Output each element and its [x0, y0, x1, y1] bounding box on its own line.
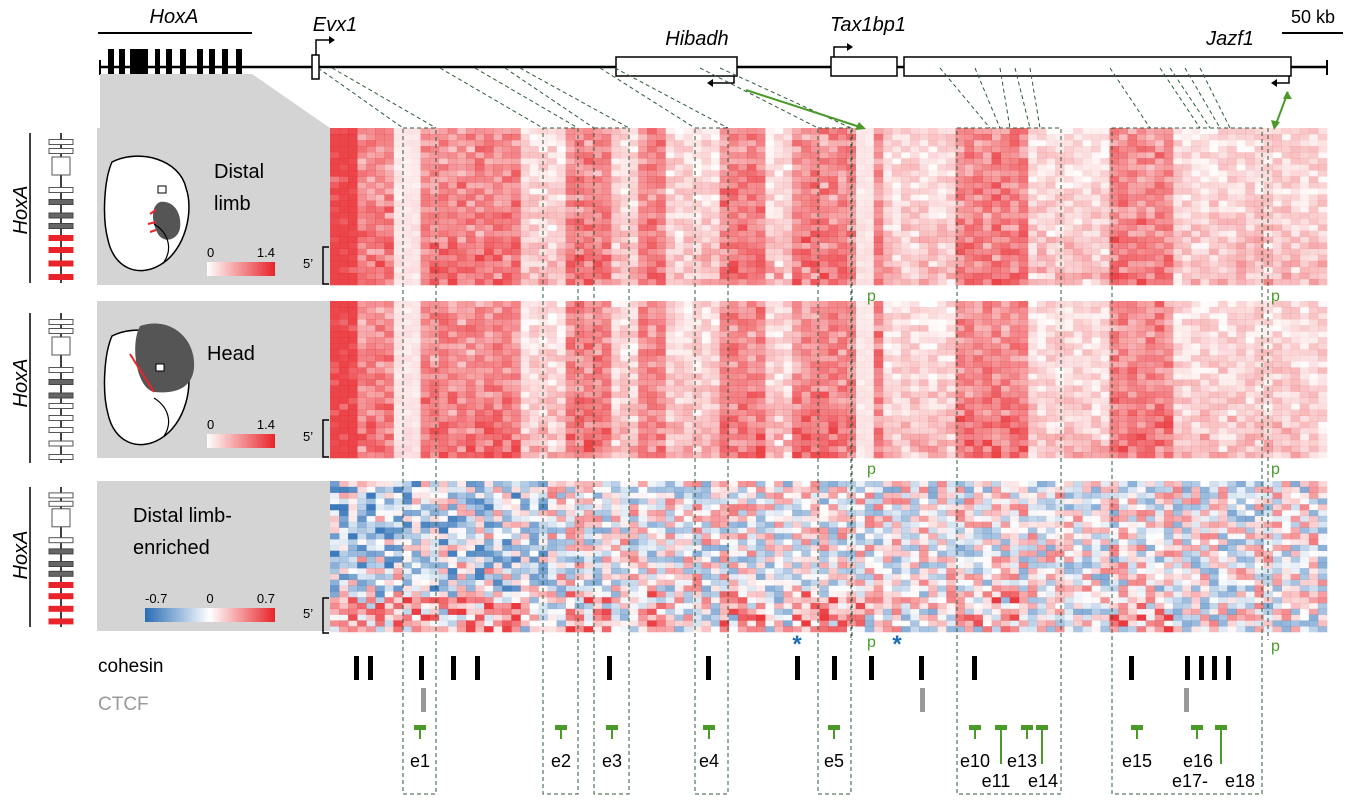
side-label-hoxa: HoxA: [10, 531, 32, 580]
heatmap-distal-limb: [330, 128, 1328, 286]
colorbar-min: 0: [207, 245, 214, 260]
panel-title-line2: enriched: [133, 537, 210, 559]
gene-evx1: [311, 54, 320, 80]
side-label-hoxa: HoxA: [10, 186, 32, 235]
p-label: p: [867, 634, 876, 651]
side-labels: HoxA HoxA HoxA: [10, 133, 74, 627]
panel-title-line1: Distal limb-: [133, 505, 232, 527]
track-label-cohesin: cohesin: [98, 656, 164, 677]
cohesin-peaks: [354, 656, 1231, 680]
colorbar-max: 0.7: [257, 591, 275, 606]
asterisk-mark: *: [892, 631, 902, 658]
five-prime-label: 5’: [303, 256, 313, 271]
promoter-arrows: [745, 89, 1292, 130]
panel-title-line1: Distal: [214, 161, 264, 183]
side-label-hoxa: HoxA: [10, 359, 32, 408]
gene-label-hoxa: HoxA: [150, 6, 199, 28]
panel-distal-limb-enriched: Distal limb- enriched -0.7 0 0.7 5’: [97, 481, 1328, 634]
p-label: p: [1271, 288, 1280, 305]
enhancer-label: e13: [1007, 751, 1037, 771]
panel-distal-limb: Distal limb 0 1.4 5’: [97, 128, 1328, 286]
p-label: p: [867, 461, 876, 478]
colorbar: [207, 434, 275, 448]
enhancer-label: e2: [551, 751, 571, 771]
gene-jazf1: [903, 56, 1292, 77]
gene-tax1bp1: [830, 56, 898, 77]
gene-label-tax1bp1: Tax1bp1: [830, 14, 906, 36]
enhancer-label: e11: [982, 771, 1011, 791]
colorbar-min: 0: [207, 417, 214, 432]
embryo-icon: [103, 323, 195, 446]
heatmap-head: [330, 301, 1328, 459]
colorbar-max: 1.4: [257, 245, 275, 260]
enhancer-label: e18: [1225, 771, 1255, 791]
five-prime-label: 5’: [303, 429, 313, 444]
gene-hibadh: [615, 56, 738, 77]
gene-label-evx1: Evx1: [313, 14, 357, 36]
enhancer-label: e1: [410, 751, 430, 771]
gene-track: HoxA Evx1 Hibadh Tax1bp1 Jazf1 50 kb: [98, 6, 1343, 87]
colorbar-min: -0.7: [145, 591, 167, 606]
gene-label-jazf1: Jazf1: [1205, 28, 1254, 50]
heatmap-distal-limb-enriched: [330, 481, 1328, 633]
track-label-ctcf: CTCF: [98, 694, 149, 715]
p-label: p: [1271, 461, 1280, 478]
enhancer-label: e4: [699, 751, 719, 771]
enhancer-label: e5: [824, 751, 844, 771]
colorbar: [207, 262, 275, 276]
zoom-wedge: [100, 74, 330, 128]
enhancer-label: e14: [1028, 771, 1058, 791]
colorbar-max: 1.4: [257, 417, 275, 432]
embryo-icon: [103, 155, 190, 272]
panel-title-line2: limb: [214, 193, 251, 215]
hoxa-cluster-genes: [108, 49, 242, 80]
enhancer-label: e17-: [1172, 771, 1208, 791]
promoter-labels: p p p p p p: [867, 288, 1280, 655]
enhancer-label: e16: [1183, 751, 1213, 771]
enhancer-label: e3: [602, 751, 622, 771]
enhancer-label: e10: [960, 751, 990, 771]
colorbar-mid: 0: [206, 591, 213, 606]
gene-label-hibadh: Hibadh: [665, 28, 728, 50]
scale-bar-label: 50 kb: [1291, 7, 1335, 27]
panel-head: Head 0 1.4 5’: [97, 301, 1328, 459]
p-label: p: [1271, 638, 1280, 655]
enhancer-label: e15: [1122, 751, 1152, 771]
colorbar: [145, 608, 275, 622]
panel-label-box: [97, 481, 330, 631]
asterisk-mark: *: [792, 631, 802, 658]
hoxa-schematics: [29, 133, 74, 627]
panel-title-line1: Head: [207, 343, 255, 365]
five-prime-label: 5’: [303, 606, 313, 621]
p-label: p: [867, 288, 876, 305]
ctcf-peaks: [421, 688, 1189, 712]
